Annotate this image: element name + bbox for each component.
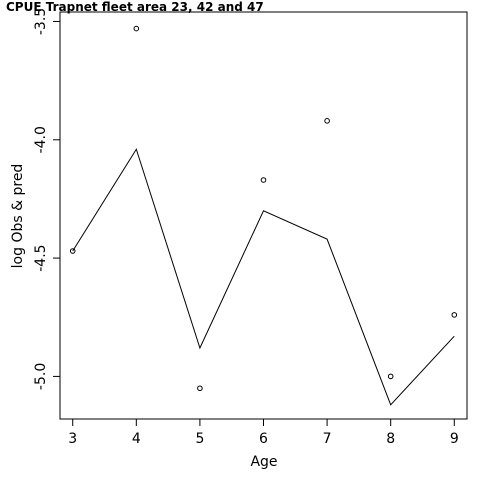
y-tick-label: -4.5 xyxy=(33,244,49,271)
y-tick-label: -4.0 xyxy=(33,126,49,153)
observed-point xyxy=(387,373,394,380)
plot-frame xyxy=(59,11,468,420)
observed-point xyxy=(69,248,76,254)
x-axis-label: Age xyxy=(250,454,277,470)
x-tick-label: 5 xyxy=(195,431,204,447)
y-tick-label: -5.0 xyxy=(33,363,49,390)
series-layer xyxy=(69,25,458,406)
y-axis-label: log Obs & pred xyxy=(10,164,26,269)
observed-point xyxy=(197,385,203,392)
x-tick-label: 9 xyxy=(450,431,459,447)
chart-title: CPUE Trapnet fleet area 23, 42 and 47 xyxy=(6,0,264,14)
observed-point xyxy=(133,25,140,32)
y-axis: -5.0 -4.5 -4.0 -3.5 xyxy=(33,8,60,390)
observed-point xyxy=(451,312,458,318)
x-axis: 3 4 5 6 7 8 9 xyxy=(68,419,459,447)
observed-point xyxy=(324,118,330,124)
x-tick-label: 7 xyxy=(323,431,332,447)
y-tick-label: -3.5 xyxy=(33,8,49,35)
predicted-line xyxy=(72,148,455,406)
x-tick-label: 6 xyxy=(259,431,268,447)
observed-point xyxy=(260,177,267,183)
x-tick-label: 4 xyxy=(132,431,141,447)
x-tick-label: 3 xyxy=(68,431,77,447)
x-tick-label: 8 xyxy=(386,431,395,447)
